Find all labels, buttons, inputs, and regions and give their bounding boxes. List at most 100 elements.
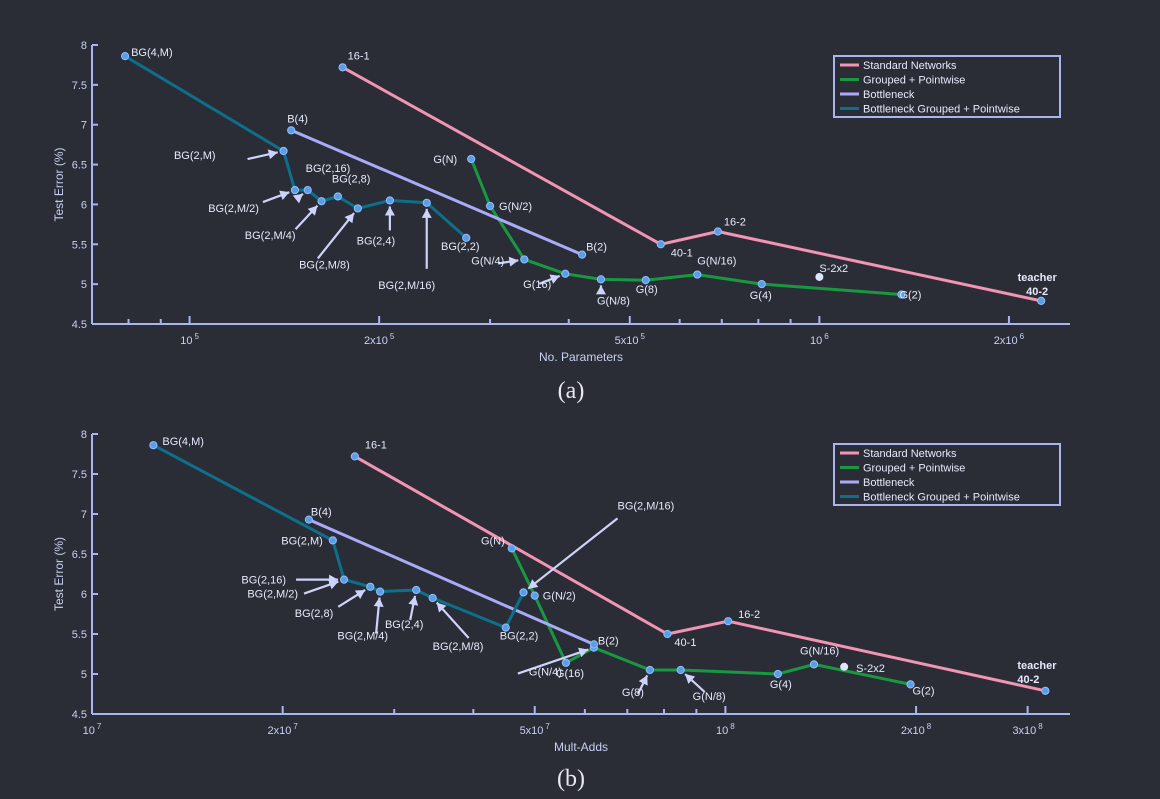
y-tick-label: 5.5 xyxy=(72,239,87,251)
point-label-bg-2-2: BG(2,2) xyxy=(441,241,480,253)
annotation-arrowhead xyxy=(292,193,303,204)
data-point-16-2 xyxy=(724,617,733,626)
annotation-arrowhead xyxy=(267,149,278,160)
point-label-g-n-2: G(N/2) xyxy=(499,201,532,213)
point-label-g-16: G(16) xyxy=(523,279,551,291)
annotation-arrowhead xyxy=(279,190,290,201)
data-point-bg-2-m-16 xyxy=(519,588,528,597)
point-label-bg-2-8: BG(2,8) xyxy=(332,173,371,185)
figure-caption: (a) xyxy=(558,378,585,404)
annotation-arrowhead xyxy=(528,579,539,589)
y-tick-label: 4.5 xyxy=(72,319,87,331)
point-label-bg-2-8: BG(2,8) xyxy=(295,608,334,620)
y-tick-label: 5 xyxy=(81,669,87,681)
point-label-g-n-8: G(N/8) xyxy=(597,295,630,307)
data-point-bg-2-m xyxy=(328,536,337,545)
annotation-arrowhead xyxy=(384,206,395,216)
point-label-g-4: G(4) xyxy=(750,290,772,302)
point-label-16-1: 16-1 xyxy=(348,50,370,62)
data-point-g-n-2 xyxy=(485,201,495,211)
y-axis-title: Test Error (%) xyxy=(52,147,66,221)
point-label-g-n-4: G(N/4) xyxy=(529,667,562,679)
x-tick-label: 10 8 xyxy=(716,722,735,737)
series-line-bottleneck-grouped-pointwise xyxy=(152,443,525,630)
point-label-bg-2-m-2: BG(2,M/2) xyxy=(208,203,259,215)
data-point-16-1 xyxy=(350,452,359,461)
data-point-b-2 xyxy=(577,250,587,259)
annotation-arrowhead xyxy=(595,285,606,295)
data-point-40-1 xyxy=(656,240,665,249)
legend-label-bottleneck-grouped-pointwise: Bottleneck Grouped + Pointwise xyxy=(863,104,1020,116)
series-line-bottleneck xyxy=(308,518,595,646)
data-point-16-2 xyxy=(713,227,722,236)
point-label-bg-2-m-8: BG(2,M/8) xyxy=(299,259,350,271)
data-point-teacher-40-2 xyxy=(1041,686,1050,695)
x-tick-label: 10 6 xyxy=(810,332,829,347)
data-point-bg-2-4 xyxy=(412,585,421,595)
point-label-teacher-40-2: teacher 40-2 xyxy=(1018,272,1058,298)
data-point-bg-2-m-16 xyxy=(422,198,431,207)
point-label-b-4: B(4) xyxy=(287,113,308,125)
point-label-g-8: G(8) xyxy=(622,687,644,699)
data-point-g-16 xyxy=(561,658,570,667)
point-label-s-2x2: S-2x2 xyxy=(819,263,848,275)
point-label-bg-2-m-2: BG(2,M/2) xyxy=(247,589,298,601)
y-axis-title: Test Error (%) xyxy=(52,537,66,611)
legend-label-bottleneck-grouped-pointwise: Bottleneck Grouped + Pointwise xyxy=(863,492,1020,504)
chart-panel-a: 4.5 5 5.5 6 6.5 7 7.5 8 10 5 2x10 5 5x10 5 10 6 2x10 6 No.… xyxy=(52,40,1070,404)
y-tick-label: 6.5 xyxy=(72,549,87,561)
data-point-b-4 xyxy=(304,515,313,524)
data-point-g-n-4 xyxy=(520,255,529,264)
legend-label-bottleneck: Bottleneck xyxy=(863,89,915,101)
annotation-arrowhead xyxy=(354,589,366,599)
y-tick-label: 6 xyxy=(81,589,87,601)
point-label-b-4: B(4) xyxy=(311,507,332,519)
x-tick-label: 2x10 6 xyxy=(994,332,1025,347)
x-axis-title: No. Parameters xyxy=(539,350,623,364)
data-point-g-n xyxy=(507,544,516,553)
point-label-g-4: G(4) xyxy=(770,679,792,691)
y-tick-label: 5 xyxy=(81,279,87,291)
data-point-g-n-16 xyxy=(809,660,819,669)
annotation-arrowhead xyxy=(685,674,696,684)
point-label-16-2: 16-2 xyxy=(738,609,760,621)
point-label-bg-2-m: BG(2,M) xyxy=(174,150,216,162)
data-point-bg-2-m-8 xyxy=(353,204,362,213)
legend-label-grouped-pointwise: Grouped + Pointwise xyxy=(863,463,965,475)
point-label-16-1: 16-1 xyxy=(365,439,387,451)
data-point-bg-2-m-2 xyxy=(290,185,300,195)
y-tick-label: 7.5 xyxy=(72,469,87,481)
data-point-g-n-8 xyxy=(676,665,685,675)
data-point-bg-2-4 xyxy=(385,196,394,205)
legend: Standard Networks Grouped + Pointwise Bott… xyxy=(833,443,1061,506)
point-label-g-n-16: G(N/16) xyxy=(697,256,736,268)
annotation-arrowhead xyxy=(344,213,355,224)
annotation-arrow xyxy=(316,212,355,260)
point-label-s-2x2: S-2x2 xyxy=(856,663,885,675)
x-tick-label: 3x10 8 xyxy=(1012,722,1043,737)
data-point-bg-2-8 xyxy=(366,582,375,591)
point-label-g-n-4: G(N/4) xyxy=(471,255,504,267)
data-point-g-8 xyxy=(641,276,650,285)
point-label-bg-2-m-4: BG(2,M/4) xyxy=(245,230,296,242)
point-label-bg-2-2: BG(2,2) xyxy=(500,631,539,643)
annotation-arrowhead xyxy=(508,256,519,267)
data-point-g-2 xyxy=(906,680,915,689)
data-point-16-1 xyxy=(338,63,347,72)
point-label-bg-2-4: BG(2,4) xyxy=(385,619,424,631)
y-tick-label: 8 xyxy=(81,40,87,52)
point-label-g-n-16: G(N/16) xyxy=(800,645,839,657)
point-label-g-2: G(2) xyxy=(913,685,935,697)
data-point-s-2x2 xyxy=(840,662,849,671)
data-point-bg-2-m xyxy=(279,146,288,156)
x-axis-title: Mult-Adds xyxy=(554,740,608,754)
data-point-bg-2-m-4 xyxy=(317,197,326,206)
point-label-g-n: G(N) xyxy=(481,535,505,547)
point-label-g-n-8: G(N/8) xyxy=(693,691,726,703)
point-label-bg-2-m-16: BG(2,M/16) xyxy=(617,500,674,512)
x-tick-label: 10 7 xyxy=(83,722,102,737)
y-tick-label: 5.5 xyxy=(72,629,87,641)
legend-label-standard-networks: Standard Networks xyxy=(863,60,957,72)
annotation-arrowhead xyxy=(307,205,318,216)
